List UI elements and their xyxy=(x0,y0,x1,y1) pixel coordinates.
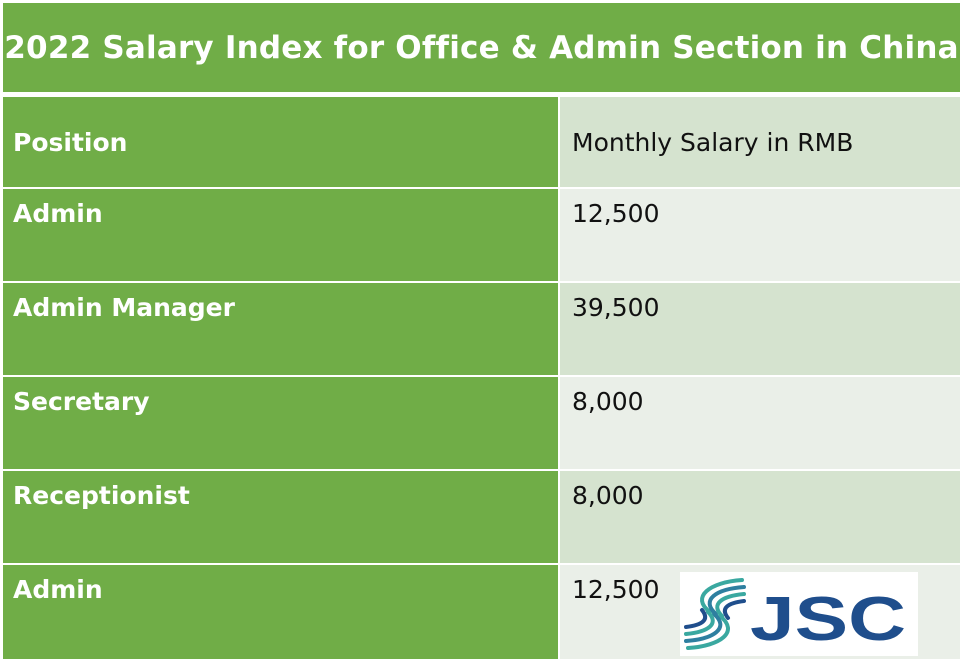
table-row: Admin Manager 39,500 xyxy=(3,283,960,377)
jsc-logo: JSC xyxy=(680,572,918,656)
position-cell: Admin xyxy=(3,189,560,281)
header-salary: Monthly Salary in RMB xyxy=(560,97,960,187)
table-row: Receptionist 8,000 xyxy=(3,471,960,565)
salary-cell: 39,500 xyxy=(560,283,960,375)
position-cell: Secretary xyxy=(3,377,560,469)
table-header-row: Position Monthly Salary in RMB xyxy=(3,97,960,189)
position-cell: Receptionist xyxy=(3,471,560,563)
table-row: Admin 12,500 xyxy=(3,189,960,283)
jsc-logo-mark: JSC xyxy=(684,578,906,654)
position-cell: Admin Manager xyxy=(3,283,560,375)
header-position: Position xyxy=(3,97,560,187)
salary-cell: 12,500 xyxy=(560,189,960,281)
salary-cell: 8,000 xyxy=(560,471,960,563)
table-row: Secretary 8,000 xyxy=(3,377,960,471)
page-title: 2022 Salary Index for Office & Admin Sec… xyxy=(3,3,960,92)
salary-cell: 8,000 xyxy=(560,377,960,469)
salary-table: Position Monthly Salary in RMB Admin 12,… xyxy=(3,97,960,659)
logo-text: JSC xyxy=(750,585,906,654)
position-cell: Admin xyxy=(3,565,560,659)
